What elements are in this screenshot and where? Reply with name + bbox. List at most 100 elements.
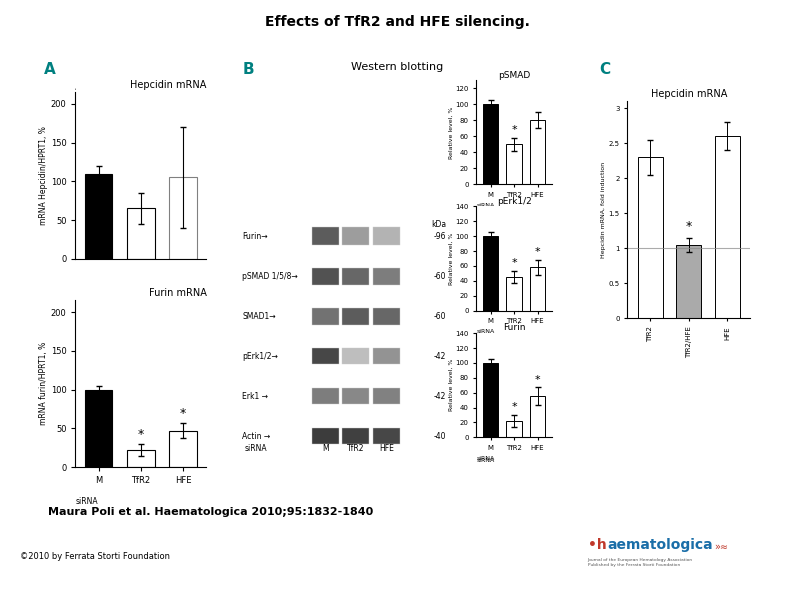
Text: *: *: [511, 258, 517, 268]
Bar: [169, 177, 197, 259]
Text: Effects of TfR2 and HFE silencing.: Effects of TfR2 and HFE silencing.: [264, 15, 530, 29]
Bar: [311, 428, 339, 444]
Text: kDa: kDa: [431, 220, 446, 228]
Text: -40: -40: [434, 431, 446, 441]
Bar: [311, 389, 339, 404]
Bar: [342, 308, 369, 324]
Bar: [342, 428, 369, 444]
Title: pSMAD: pSMAD: [498, 71, 530, 80]
Bar: [311, 389, 339, 404]
Bar: [483, 363, 498, 437]
Text: Furin→: Furin→: [242, 231, 268, 241]
Bar: [372, 308, 400, 324]
Bar: [372, 227, 400, 245]
Text: *: *: [535, 247, 541, 257]
Text: ©2010 by Ferrata Storti Foundation: ©2010 by Ferrata Storti Foundation: [20, 552, 170, 561]
Text: -96: -96: [434, 231, 446, 241]
Bar: [342, 268, 369, 284]
Text: -42: -42: [434, 352, 446, 361]
Bar: [507, 277, 522, 311]
Text: -42: -42: [434, 392, 446, 400]
Y-axis label: Hepcidin mRNA, fold induction: Hepcidin mRNA, fold induction: [601, 162, 606, 258]
Bar: [342, 348, 369, 365]
Text: *: *: [511, 125, 517, 135]
Text: Erk1 →: Erk1 →: [242, 392, 268, 400]
Y-axis label: Relative level, %: Relative level, %: [449, 232, 454, 285]
Bar: [530, 267, 545, 311]
Bar: [311, 227, 339, 245]
Text: Hepcidin mRNA: Hepcidin mRNA: [130, 80, 206, 90]
Bar: [372, 428, 400, 444]
Text: Furin mRNA: Furin mRNA: [148, 289, 206, 298]
Bar: [342, 428, 369, 444]
Bar: [311, 348, 339, 365]
Text: siRNA: siRNA: [476, 203, 495, 208]
Text: siRNA: siRNA: [476, 330, 495, 334]
Text: *: *: [686, 220, 692, 233]
Bar: [85, 390, 113, 467]
Bar: [715, 136, 740, 318]
Text: pSMAD 1/5/8→: pSMAD 1/5/8→: [242, 272, 298, 281]
Text: Maura Poli et al. Haematologica 2010;95:1832-1840: Maura Poli et al. Haematologica 2010;95:…: [48, 507, 373, 517]
Text: Journal of the European Hematology Association
Published by the Ferrata Storti F: Journal of the European Hematology Assoc…: [588, 558, 692, 567]
Bar: [372, 348, 400, 365]
Text: -60: -60: [434, 272, 446, 281]
Bar: [169, 431, 197, 467]
Title: Hepcidin mRNA: Hepcidin mRNA: [650, 89, 727, 99]
Y-axis label: Relative level, %: Relative level, %: [449, 106, 454, 159]
Text: siRNA: siRNA: [75, 496, 98, 506]
Text: *: *: [138, 428, 144, 441]
Y-axis label: Relative level, %: Relative level, %: [449, 359, 454, 412]
Y-axis label: mRNA furin/HPRT1, %: mRNA furin/HPRT1, %: [39, 342, 48, 425]
Bar: [127, 208, 155, 259]
Bar: [372, 227, 400, 245]
Bar: [507, 145, 522, 184]
Bar: [311, 268, 339, 284]
Bar: [311, 308, 339, 324]
Bar: [372, 268, 400, 284]
Text: *: *: [511, 402, 517, 412]
Bar: [342, 308, 369, 324]
Text: •h: •h: [588, 538, 607, 553]
Text: HFE: HFE: [379, 444, 394, 453]
Bar: [507, 421, 522, 437]
Text: siRNA: siRNA: [245, 444, 267, 453]
Title: Furin: Furin: [503, 324, 526, 333]
Text: A: A: [44, 62, 56, 77]
Bar: [85, 174, 113, 259]
Bar: [311, 308, 339, 324]
Text: SMAD1→: SMAD1→: [242, 312, 276, 321]
Bar: [342, 389, 369, 404]
Bar: [311, 348, 339, 365]
Text: Actin →: Actin →: [242, 431, 271, 441]
Title: pErk1/2: pErk1/2: [497, 197, 531, 206]
Text: C: C: [599, 62, 611, 77]
Bar: [127, 450, 155, 467]
Bar: [311, 428, 339, 444]
Text: *: *: [535, 374, 541, 384]
Bar: [372, 389, 400, 404]
Bar: [311, 268, 339, 284]
Bar: [372, 428, 400, 444]
Bar: [372, 268, 400, 284]
Text: M: M: [322, 444, 329, 453]
Text: B: B: [242, 62, 254, 77]
Bar: [530, 120, 545, 184]
Bar: [372, 389, 400, 404]
Y-axis label: mRNA Hepcidin/HPRT1, %: mRNA Hepcidin/HPRT1, %: [39, 126, 48, 225]
Bar: [372, 348, 400, 365]
Bar: [372, 308, 400, 324]
Text: Western blotting: Western blotting: [351, 62, 443, 73]
Bar: [638, 157, 663, 318]
Text: »≈: »≈: [715, 541, 729, 552]
Bar: [342, 268, 369, 284]
Bar: [342, 227, 369, 245]
Bar: [342, 348, 369, 365]
Text: *: *: [180, 407, 187, 420]
Text: TfR2: TfR2: [347, 444, 364, 453]
Bar: [342, 389, 369, 404]
Bar: [483, 236, 498, 311]
Text: aematologica: aematologica: [607, 538, 713, 553]
Text: -60: -60: [434, 312, 446, 321]
Bar: [483, 104, 498, 184]
